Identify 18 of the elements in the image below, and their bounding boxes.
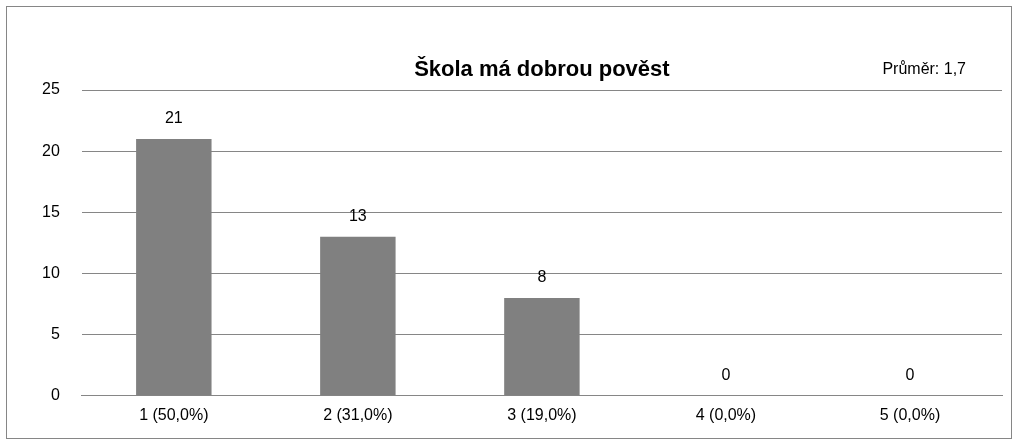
x-tick-label: 2 (31,0%) xyxy=(323,405,393,423)
y-tick-label: 0 xyxy=(50,386,60,404)
data-label: 0 xyxy=(905,366,915,384)
data-label: 8 xyxy=(537,268,547,286)
y-tick-label: 20 xyxy=(42,141,60,159)
x-tick-label: 3 (19,0%) xyxy=(507,405,577,423)
y-tick-label: 5 xyxy=(50,325,60,343)
text: Průměr: 1,7 xyxy=(882,60,967,78)
data-label: 0 xyxy=(721,366,731,384)
x-tick-label: 5 (0,0%) xyxy=(879,405,941,423)
x-tick-label: 1 (50,0%) xyxy=(139,405,209,423)
chart-title: Škola má dobrou pověst xyxy=(414,56,671,82)
y-tick-label: 10 xyxy=(42,263,60,281)
y-tick-label: 25 xyxy=(42,80,60,98)
data-label: 21 xyxy=(164,109,183,127)
y-tick-label: 15 xyxy=(42,202,60,220)
x-tick-label: 4 (0,0%) xyxy=(695,405,757,423)
data-label: 13 xyxy=(348,207,367,225)
